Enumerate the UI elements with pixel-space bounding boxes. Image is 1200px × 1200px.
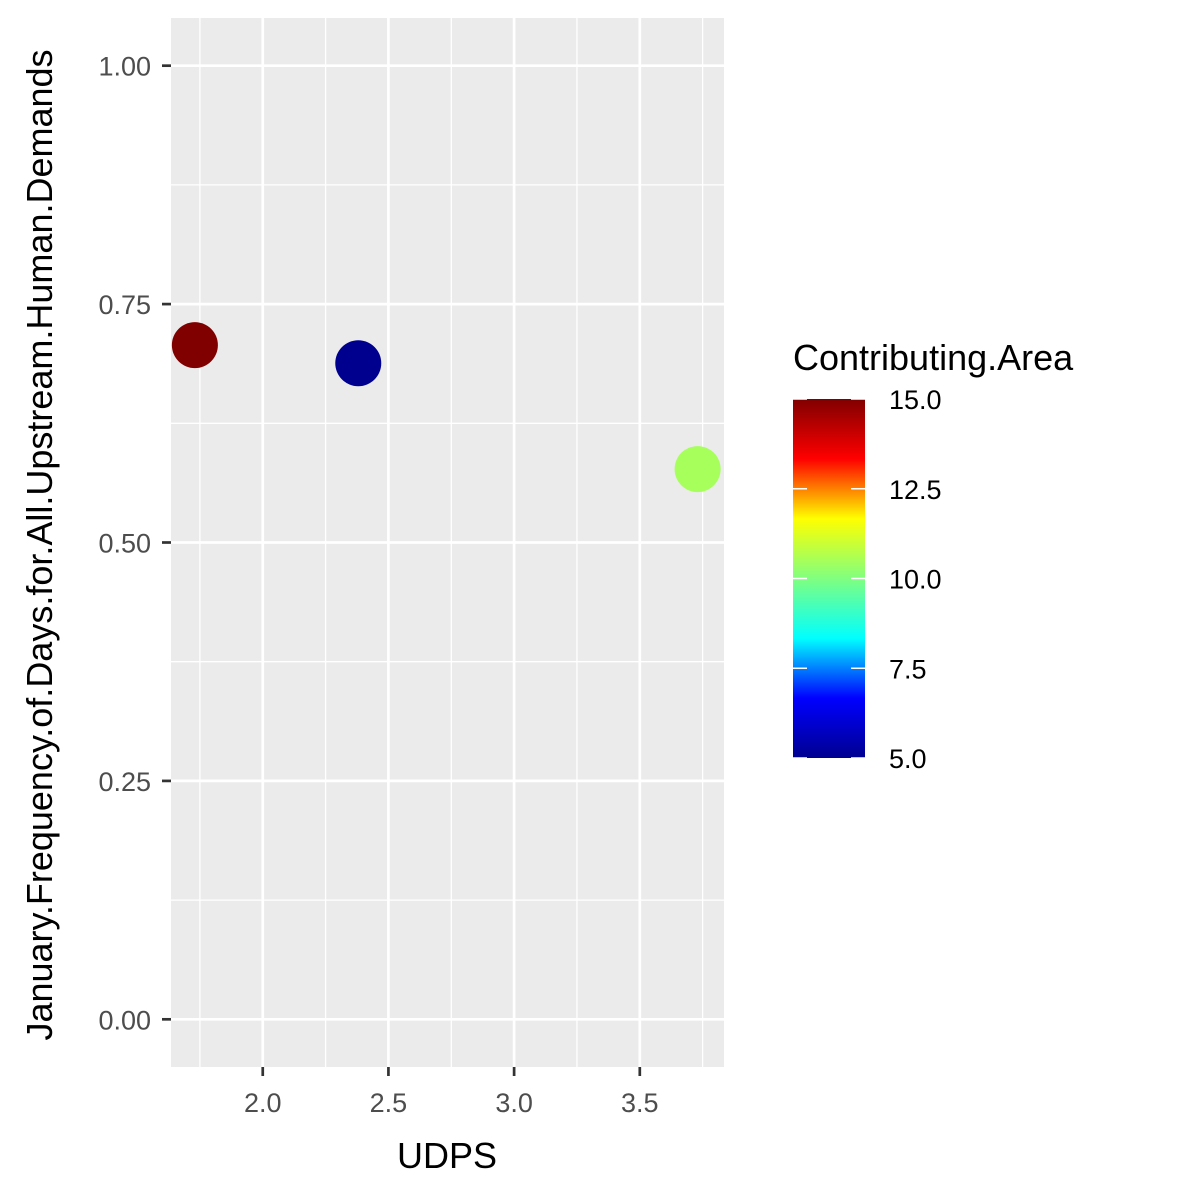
y-tick-label: 0.00 — [98, 1005, 151, 1035]
x-axis-title: UDPS — [397, 1135, 497, 1176]
y-tick-label: 0.75 — [98, 290, 151, 320]
colorbar-legend: Contributing.Area 15.0 12.5 10.0 7.5 5.0 — [793, 337, 1074, 774]
data-point — [335, 340, 382, 387]
colorbar-label: 12.5 — [889, 475, 942, 505]
data-point — [674, 446, 721, 493]
x-tick-label: 2.0 — [244, 1088, 282, 1118]
x-tick-label: 3.5 — [621, 1088, 659, 1118]
x-tick-label: 2.5 — [370, 1088, 408, 1118]
colorbar-label: 10.0 — [889, 565, 942, 595]
y-tick-label: 0.25 — [98, 767, 151, 797]
y-axis-title: January.Frequency.of.Days.for.All.Upstre… — [19, 49, 60, 1040]
data-points — [171, 322, 721, 493]
colorbar-ticks: 15.0 12.5 10.0 7.5 5.0 — [793, 385, 942, 774]
y-axis: 0.00 0.25 0.50 0.75 1.00 — [98, 52, 171, 1035]
data-point — [171, 322, 218, 369]
y-tick-label: 0.50 — [98, 529, 151, 559]
major-gridlines — [171, 18, 724, 1067]
x-tick-label: 3.0 — [495, 1088, 533, 1118]
colorbar-label: 7.5 — [889, 654, 927, 684]
colorbar-label: 5.0 — [889, 744, 927, 774]
x-axis: 2.0 2.5 3.0 3.5 — [244, 1067, 659, 1118]
legend-title: Contributing.Area — [793, 337, 1074, 378]
y-tick-label: 1.00 — [98, 52, 151, 82]
colorbar-label: 15.0 — [889, 385, 942, 415]
